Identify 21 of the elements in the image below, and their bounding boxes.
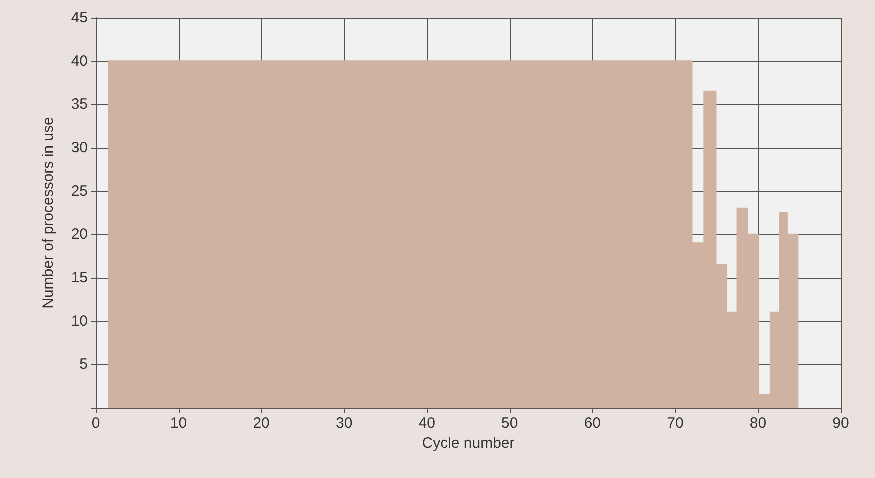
x-tick-label: 90 xyxy=(832,415,850,432)
y-tick-label: 35 xyxy=(71,96,88,114)
x-tick-label: 40 xyxy=(418,415,436,432)
y-tick-label: 20 xyxy=(71,226,88,244)
x-axis-title: Cycle number xyxy=(422,435,515,452)
y-tick-label: 25 xyxy=(71,182,88,200)
x-tick-label: 20 xyxy=(253,415,270,432)
y-tick-label: 40 xyxy=(71,52,88,70)
y-tick-label: 5 xyxy=(80,356,88,374)
x-tick-label: 0 xyxy=(92,415,100,432)
x-tick-label: 30 xyxy=(336,415,353,432)
y-axis-title: Number of processors in use xyxy=(40,117,57,309)
x-tick-label: 60 xyxy=(584,415,602,432)
y-tick-label: 10 xyxy=(71,312,88,330)
x-tick-label: 10 xyxy=(170,415,188,432)
y-tick-label: 45 xyxy=(71,10,88,26)
y-tick-label: 30 xyxy=(71,140,88,156)
x-tick-label: 50 xyxy=(502,415,518,432)
y-tick-label: 15 xyxy=(71,270,88,286)
x-tick-label: 70 xyxy=(667,415,684,432)
x-tick-label: 80 xyxy=(750,415,767,432)
